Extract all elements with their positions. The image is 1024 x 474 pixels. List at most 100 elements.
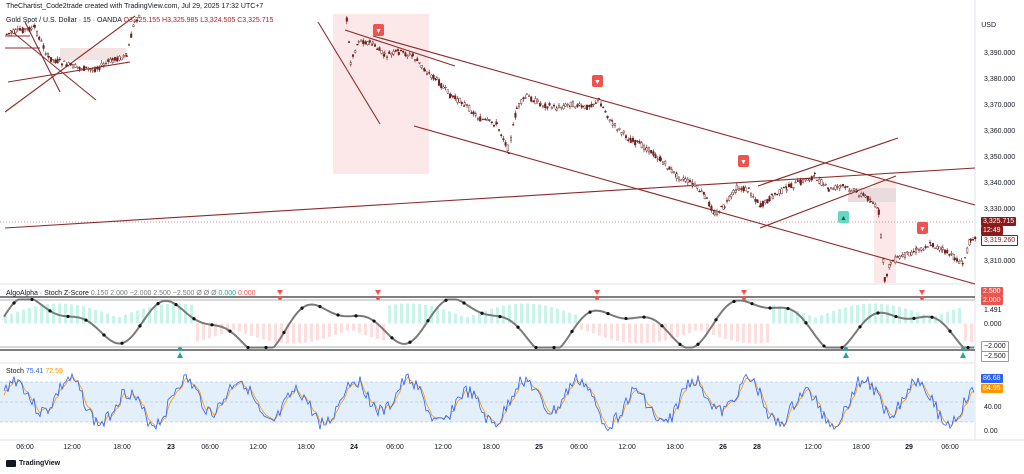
zscore-bear-marker (277, 290, 283, 295)
candle-body (759, 203, 762, 207)
candle-body (920, 247, 923, 251)
sell-marker (592, 75, 603, 87)
zscore-params: 0.150 2.000 −2.000 2.500 −2.500 Ø Ø Ø (90, 290, 217, 297)
zscore-bear-fill (208, 323, 211, 339)
stoch-legend[interactable]: Stoch 75.41 72.59 (6, 368, 63, 375)
zscore-bear-fill (712, 323, 715, 335)
zscore-bull-fill (892, 305, 895, 324)
price-tick: 3,360.000 (984, 128, 1016, 135)
zscore-bull-fill (832, 310, 835, 324)
zscore-legend[interactable]: AlgoAlpha · Stoch Z-Score 0.150 2.000 −2… (6, 290, 256, 297)
candle-body (463, 102, 466, 106)
zscore-bear-fill (226, 323, 229, 332)
candlestick-series (5, 14, 977, 284)
zscore-bull-fill (22, 309, 25, 324)
candle-body (691, 183, 694, 185)
zscore-bear-fill (634, 323, 637, 344)
candle-body (54, 59, 57, 63)
candle-body (442, 86, 445, 89)
zscore-bear-fill (322, 323, 325, 339)
candle-body (662, 161, 665, 165)
zscore-dot (732, 299, 736, 304)
zscore-bear-fill (292, 323, 295, 344)
zscore-bear-fill (244, 323, 247, 334)
zscore-bull-fill (460, 315, 463, 324)
zscore-value1: 0.000 (218, 290, 237, 297)
candle-body (728, 196, 731, 201)
buy-marker (838, 211, 849, 223)
candle-body (435, 77, 438, 80)
zscore-dot (138, 324, 142, 328)
candle-body (888, 264, 891, 268)
candle-body (966, 247, 969, 253)
price-tick: 3,330.000 (984, 206, 1016, 213)
candle-body (946, 249, 949, 254)
zscore-bull-marker (960, 352, 966, 358)
candle-body (894, 256, 897, 263)
tradingview-logo[interactable]: TradingView (6, 460, 60, 467)
candle-body (510, 136, 513, 141)
zscore-bull-fill (772, 304, 775, 324)
zscore-dot (606, 311, 610, 316)
zscore-bull-fill (910, 310, 913, 324)
candle-body (63, 60, 66, 62)
candle-body (466, 104, 469, 106)
candle-body (506, 144, 509, 151)
zscore-bull-fill (412, 303, 415, 324)
candle-body (764, 199, 767, 204)
candle-body (898, 256, 901, 259)
stoch-d-tag: 84.95 (981, 384, 1003, 393)
zone-shade-small (60, 48, 126, 60)
candle-body (452, 95, 455, 98)
candle-body (698, 190, 701, 193)
time-tick: 18:00 (297, 444, 315, 451)
candle-body (670, 169, 673, 174)
zscore-bear-fill (202, 323, 205, 340)
candle-body (656, 158, 659, 160)
price-tick: 3,390.000 (984, 50, 1016, 57)
zscore-bear-fill (970, 323, 973, 342)
candle-body (648, 146, 651, 153)
candle-body (38, 36, 41, 40)
price-tick: 3,310.000 (984, 258, 1016, 265)
candle-body (886, 273, 889, 277)
time-tick: 12:00 (434, 444, 452, 451)
zscore-bear-fill (664, 323, 667, 341)
zscore-bull-fill (106, 313, 109, 324)
candle-body (482, 118, 485, 121)
zscore-bear-fill (658, 323, 661, 342)
candle-body (734, 190, 737, 193)
candle-body (564, 103, 567, 107)
zscore-bear-fill (268, 323, 271, 341)
candle-body (400, 49, 403, 52)
zscore-bull-fill (952, 309, 955, 324)
zscore-bear-fill (748, 323, 751, 344)
symbol-legend[interactable]: Gold Spot / U.S. Dollar · 15 · OANDA O3,… (6, 17, 273, 24)
candle-body (82, 65, 85, 71)
time-tick: 18:00 (482, 444, 500, 451)
candle-body (846, 186, 849, 188)
candle-body (553, 104, 556, 107)
candle-body (109, 58, 112, 63)
candle-body (518, 103, 521, 107)
zscore-bull-fill (34, 306, 37, 324)
candle-body (12, 29, 15, 34)
zscore-bull-fill (454, 313, 457, 324)
zscore-dot (264, 345, 268, 350)
zscore-bull-fill (70, 304, 73, 324)
candle-body (397, 49, 400, 51)
zscore-bull-fill (904, 308, 907, 324)
zscore-bull-fill (172, 303, 175, 324)
low-value: L3,324.505 (200, 17, 236, 24)
candle-body (566, 104, 569, 106)
candle-body (944, 249, 947, 254)
price-tick: 3,340.000 (984, 180, 1016, 187)
zscore-bull-fill (934, 315, 937, 324)
candle-body (488, 119, 491, 121)
zscore-dot (444, 298, 448, 302)
zscore-bull-fill (574, 314, 577, 324)
zscore-bull-fill (778, 305, 781, 324)
currency-label[interactable]: USD (981, 22, 996, 29)
zscore-dot (624, 316, 628, 321)
